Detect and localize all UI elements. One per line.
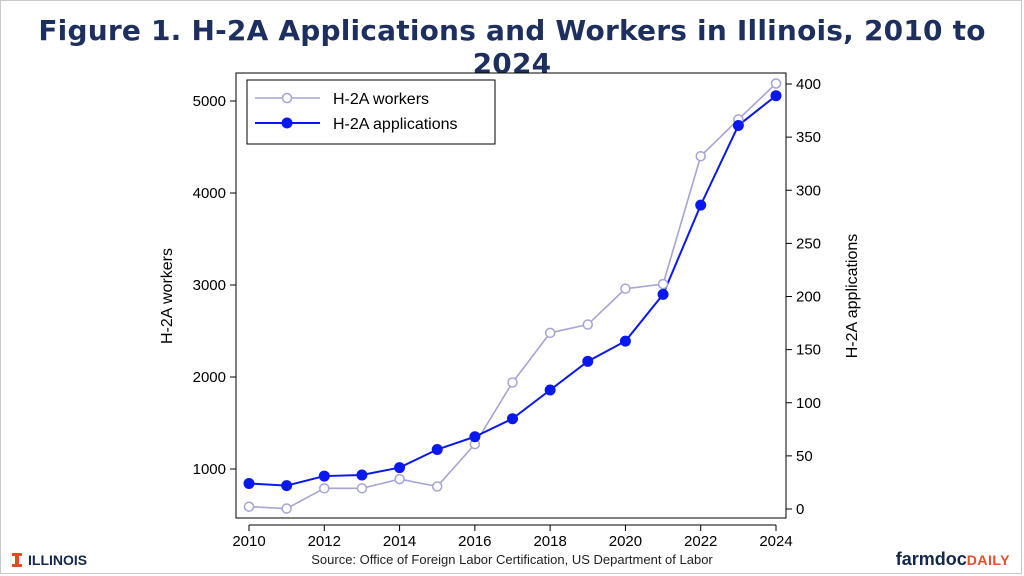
x-axis-tick-label: 2016: [458, 533, 491, 550]
right-axis-tick-label: 350: [796, 129, 821, 146]
h2a-workers-point: [394, 473, 405, 485]
illinois-logo-text: ILLINOIS: [28, 552, 88, 568]
left-axis-tick-label: 3000: [193, 277, 226, 294]
x-axis-tick-label: 2024: [759, 533, 792, 550]
right-axis-tick-label: 100: [796, 395, 821, 412]
legend-marker-h2a-workers: [281, 92, 293, 104]
h2a-applications-point: [544, 384, 556, 396]
legend-box: [246, 79, 496, 145]
left-axis-title: H-2A workers: [159, 248, 176, 344]
x-axis-tick-label: 2012: [308, 533, 341, 550]
right-axis-tick-label: 400: [796, 76, 821, 93]
h2a-applications-point: [318, 470, 330, 482]
left-axis-tick-label: 2000: [193, 369, 226, 386]
right-axis-tick-label: 0: [796, 501, 804, 518]
farmdoc-logo-main: farmdoc: [895, 549, 967, 569]
h2a-applications-point: [657, 288, 669, 300]
legend-label-h2a-applications: H-2A applications: [333, 116, 458, 133]
plot-area-frame: [235, 72, 787, 519]
right-axis-tick-label: 200: [796, 289, 821, 306]
h2a-applications-point: [507, 413, 518, 425]
left-axis-tick-label: 5000: [193, 93, 226, 110]
illinois-logo: ILLINOIS: [12, 552, 87, 568]
series-line-h2a-workers: [248, 82, 777, 510]
h2a-workers-point: [507, 377, 518, 388]
h2a-workers-point: [431, 481, 443, 492]
legend-label-h2a-workers: H-2A workers: [333, 91, 429, 108]
h2a-applications-point: [356, 469, 368, 481]
h2a-applications-point: [394, 462, 406, 474]
h2a-applications-point: [619, 335, 631, 347]
left-axis-tick-label: 4000: [193, 185, 226, 202]
h2a-applications-point: [732, 119, 744, 131]
x-axis-tick-label: 2018: [533, 533, 566, 550]
right-axis-tick-label: 300: [796, 182, 821, 199]
h2a-workers-point: [243, 501, 255, 512]
x-axis-tick-label: 2022: [684, 533, 717, 550]
h2a-applications-point: [582, 355, 594, 367]
h2a-workers-point: [582, 319, 594, 330]
h2a-workers-point: [281, 503, 292, 514]
h2a-applications-point: [431, 444, 443, 455]
h2a-workers-point: [770, 78, 782, 89]
h2a-applications-point: [281, 480, 293, 492]
h2a-applications-point: [695, 199, 707, 211]
right-axis-tick-label: 150: [796, 342, 821, 359]
h2a-applications-point: [469, 431, 481, 443]
figure-title: Figure 1. H-2A Applications and Workers …: [38, 14, 986, 80]
h2a-applications-point: [243, 478, 255, 489]
right-axis-tick-label: 250: [796, 235, 821, 252]
x-axis-tick-label: 2014: [383, 533, 416, 550]
h2a-workers-point: [319, 483, 330, 494]
h2a-workers-point: [356, 483, 368, 494]
h2a-applications-point: [770, 90, 782, 102]
h2a-workers-point: [657, 278, 669, 290]
legend-marker-h2a-applications: [281, 117, 293, 129]
right-axis-tick-label: 50: [796, 448, 813, 465]
farmdoc-daily-logo: farmdocDAILY: [896, 549, 1010, 570]
source-note: Source: Office of Foreign Labor Certific…: [311, 552, 713, 567]
h2a-workers-point: [695, 150, 706, 162]
h2a-workers-point: [544, 327, 556, 339]
block-i-icon: [12, 553, 22, 567]
x-axis-tick-label: 2020: [609, 533, 642, 550]
left-axis-tick-label: 1000: [193, 461, 226, 478]
farmdoc-logo-accent: DAILY: [966, 552, 1010, 568]
x-axis-tick-label: 2010: [232, 533, 265, 550]
h2a-workers-point: [620, 283, 631, 294]
right-axis-title: H-2A applications: [844, 234, 861, 359]
